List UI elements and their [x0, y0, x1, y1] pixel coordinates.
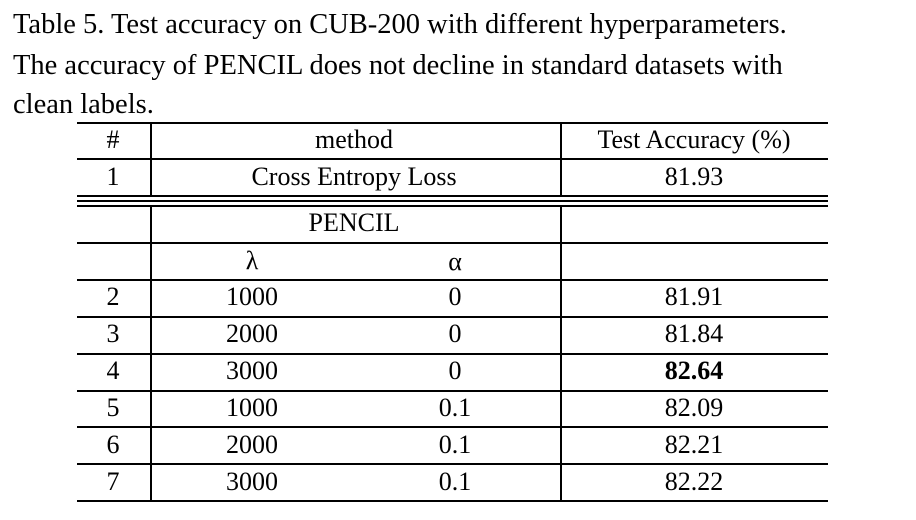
table-cell: 82.22: [664, 467, 724, 496]
column-rule: [560, 205, 562, 500]
rule: [77, 463, 828, 465]
column-rule: [150, 122, 152, 195]
table-cell: 0.1: [438, 430, 472, 459]
rule: [77, 279, 828, 281]
table-cell: 1000: [226, 282, 278, 311]
table-cell: 0: [448, 319, 462, 348]
rule: [77, 158, 828, 160]
table-cell: 3000: [226, 467, 278, 496]
caption-line: clean labels.: [13, 89, 154, 120]
baseline-cell: Cross Entropy Loss: [251, 162, 457, 191]
table-cell: 0: [448, 282, 462, 311]
table-cell: 3000: [226, 356, 278, 385]
rule: [77, 316, 828, 318]
column-rule: [150, 205, 152, 500]
table-cell: 81.84: [664, 319, 724, 348]
table-cell: 2: [106, 282, 120, 311]
table-cell: 81.91: [664, 282, 724, 311]
group-label: PENCIL: [308, 208, 400, 237]
table-cell: 0: [448, 356, 462, 385]
table-cell: 3: [106, 319, 120, 348]
rule: [77, 205, 828, 207]
baseline-cell: 81.93: [664, 162, 724, 191]
rule: [77, 500, 828, 502]
table-cell: 6: [106, 430, 120, 459]
table-cell: 82.64: [664, 356, 724, 385]
table-cell: 2000: [226, 430, 278, 459]
rule: [77, 353, 828, 355]
rule: [77, 195, 828, 197]
table-cell: 1000: [226, 393, 278, 422]
table-cell: 82.09: [664, 393, 724, 422]
table-cell: 0.1: [438, 467, 472, 496]
table-cell: 2000: [226, 319, 278, 348]
header-cell: #: [106, 125, 120, 154]
rule: [77, 426, 828, 428]
table-cell: 7: [106, 467, 120, 496]
table-cell: 0.1: [438, 393, 472, 422]
rule: [77, 390, 828, 392]
rule: [77, 200, 828, 202]
header-cell: method: [315, 125, 393, 154]
table-cell: 5: [106, 393, 120, 422]
table-cell: 4: [106, 356, 120, 385]
column-rule: [560, 122, 562, 195]
rule: [77, 242, 828, 244]
caption-line: The accuracy of PENCIL does not decline …: [13, 50, 783, 81]
subheader-cell: λ: [245, 246, 259, 275]
caption-line: Table 5. Test accuracy on CUB-200 with d…: [13, 9, 787, 40]
baseline-cell: 1: [106, 162, 120, 191]
subheader-cell: α: [448, 247, 462, 276]
rule: [77, 122, 828, 124]
header-cell: Test Accuracy (%): [597, 125, 791, 154]
table-cell: 82.21: [664, 430, 724, 459]
